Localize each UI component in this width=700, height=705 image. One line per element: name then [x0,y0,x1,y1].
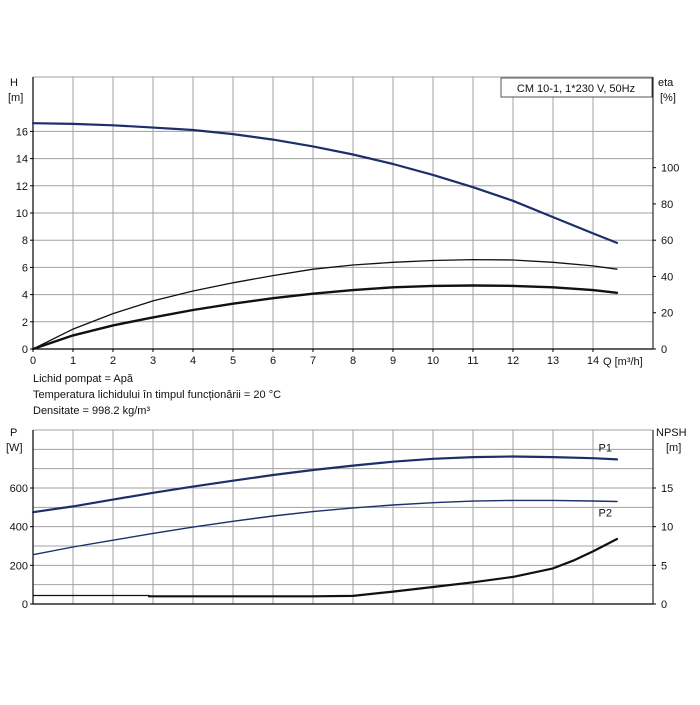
bottom-y-axis-label: P [10,427,17,439]
x-tick-label: 2 [110,355,116,367]
top-left-tick-label: 12 [16,181,28,193]
bottom-right-tick-label: 5 [661,560,667,572]
x-tick-label: 7 [310,355,316,367]
bottom-left-tick-label: 0 [22,599,28,611]
bottom-right-tick-label: 0 [661,599,667,611]
bottom-left-tick-label: 400 [10,522,28,534]
curve-p2-line [32,499,618,556]
x-tick-label: 3 [150,355,156,367]
x-tick-label: 4 [190,355,196,367]
top-left-tick-label: 0 [22,344,28,356]
bottom-y-axis-unit: [W] [6,442,23,454]
x-tick-label: 13 [547,355,559,367]
top-left-tick-label: 14 [16,154,28,166]
curve-npsh-line [147,537,619,598]
curve-p1-line [31,455,619,514]
x-tick-label: 10 [427,355,439,367]
x-axis-label: Q [m³/h] [603,356,643,368]
x-tick-label: 12 [507,355,519,367]
series-label-p2: P2 [599,508,612,520]
chart-title: CM 10-1, 1*230 V, 50Hz [517,83,635,95]
top-y2-axis-label: eta [658,77,674,89]
top-left-tick-label: 2 [22,317,28,329]
top-left-tick-label: 16 [16,126,28,138]
x-tick-label: 14 [587,355,599,367]
bottom-y2-axis-label: NPSH [656,427,687,439]
top-y-axis-label: H [10,77,18,89]
x-tick-label: 1 [70,355,76,367]
bottom-right-tick-label: 10 [661,522,673,534]
x-tick-label: 5 [230,355,236,367]
curve-h-line [31,122,619,244]
x-tick-label: 6 [270,355,276,367]
top-left-tick-label: 10 [16,208,28,220]
bottom-left-tick-label: 200 [10,560,28,572]
top-right-tick-label: 60 [661,235,673,247]
series-label-p1: P1 [599,442,612,454]
top-left-tick-label: 8 [22,235,28,247]
x-tick-label: 9 [390,355,396,367]
top-right-tick-label: 40 [661,271,673,283]
liquid-temperature-note: Temperatura lichidului în timpul funcțio… [33,389,282,401]
top-right-tick-label: 100 [661,163,679,175]
x-tick-label: 8 [350,355,356,367]
curve-eta-outer-line [32,258,618,350]
bottom-left-tick-label: 600 [10,483,28,495]
chart-title-box [500,77,653,98]
top-right-tick-label: 20 [661,308,673,320]
pumped-liquid-note: Lichid pompat = Apă [33,373,133,385]
bottom-y2-axis-unit: [m] [666,442,681,454]
x-tick-label: 11 [467,355,478,367]
density-note: Densitate = 998.2 kg/m³ [33,405,151,417]
top-y-axis-unit: [m] [8,92,23,104]
x-tick-label: 0 [30,355,36,367]
curve-eta-inner-line [31,284,619,351]
top-right-tick-label: 0 [661,344,667,356]
top-left-tick-label: 4 [22,290,28,302]
top-left-tick-label: 6 [22,262,28,274]
top-right-tick-label: 80 [661,199,673,211]
bottom-right-tick-label: 15 [661,483,673,495]
top-y2-axis-unit: [%] [660,92,676,104]
